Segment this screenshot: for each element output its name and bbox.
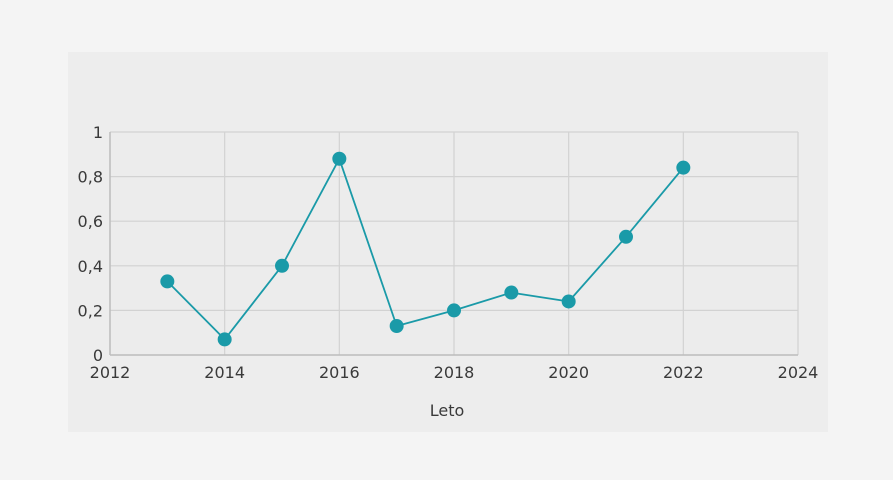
x-axis-label: Leto [430,401,465,420]
y-tick-label: 0,4 [78,257,103,276]
y-tick-label: 0,8 [78,168,103,187]
x-tick-label: 2012 [90,363,131,382]
data-point [332,151,347,166]
data-point [160,274,175,289]
y-tick-label: 0,6 [78,212,103,231]
data-point [676,160,691,175]
data-point [619,229,633,244]
data-point [447,303,461,318]
x-axis-tick-labels: 2012 2014 2016 2018 2020 2022 2024 [90,363,819,382]
series-line [166,157,684,341]
y-tick-label: 0,2 [78,301,103,320]
x-tick-label: 2020 [548,363,589,382]
y-tick-label: 1 [93,123,103,142]
grid-lines [109,131,799,356]
data-point [504,285,519,300]
data-point [389,319,404,334]
y-tick-label: 0 [93,346,103,365]
x-tick-label: 2018 [434,363,475,382]
x-tick-label: 2016 [319,363,360,382]
x-tick-label: 2014 [204,363,245,382]
data-point [217,332,232,347]
data-point [275,258,289,273]
series-layer [160,151,691,347]
data-point [561,294,576,309]
x-tick-label: 2024 [778,363,819,382]
x-tick-label: 2022 [663,363,704,382]
y-axis-tick-labels: 0 0,2 0,4 0,6 0,8 1 [78,123,103,365]
